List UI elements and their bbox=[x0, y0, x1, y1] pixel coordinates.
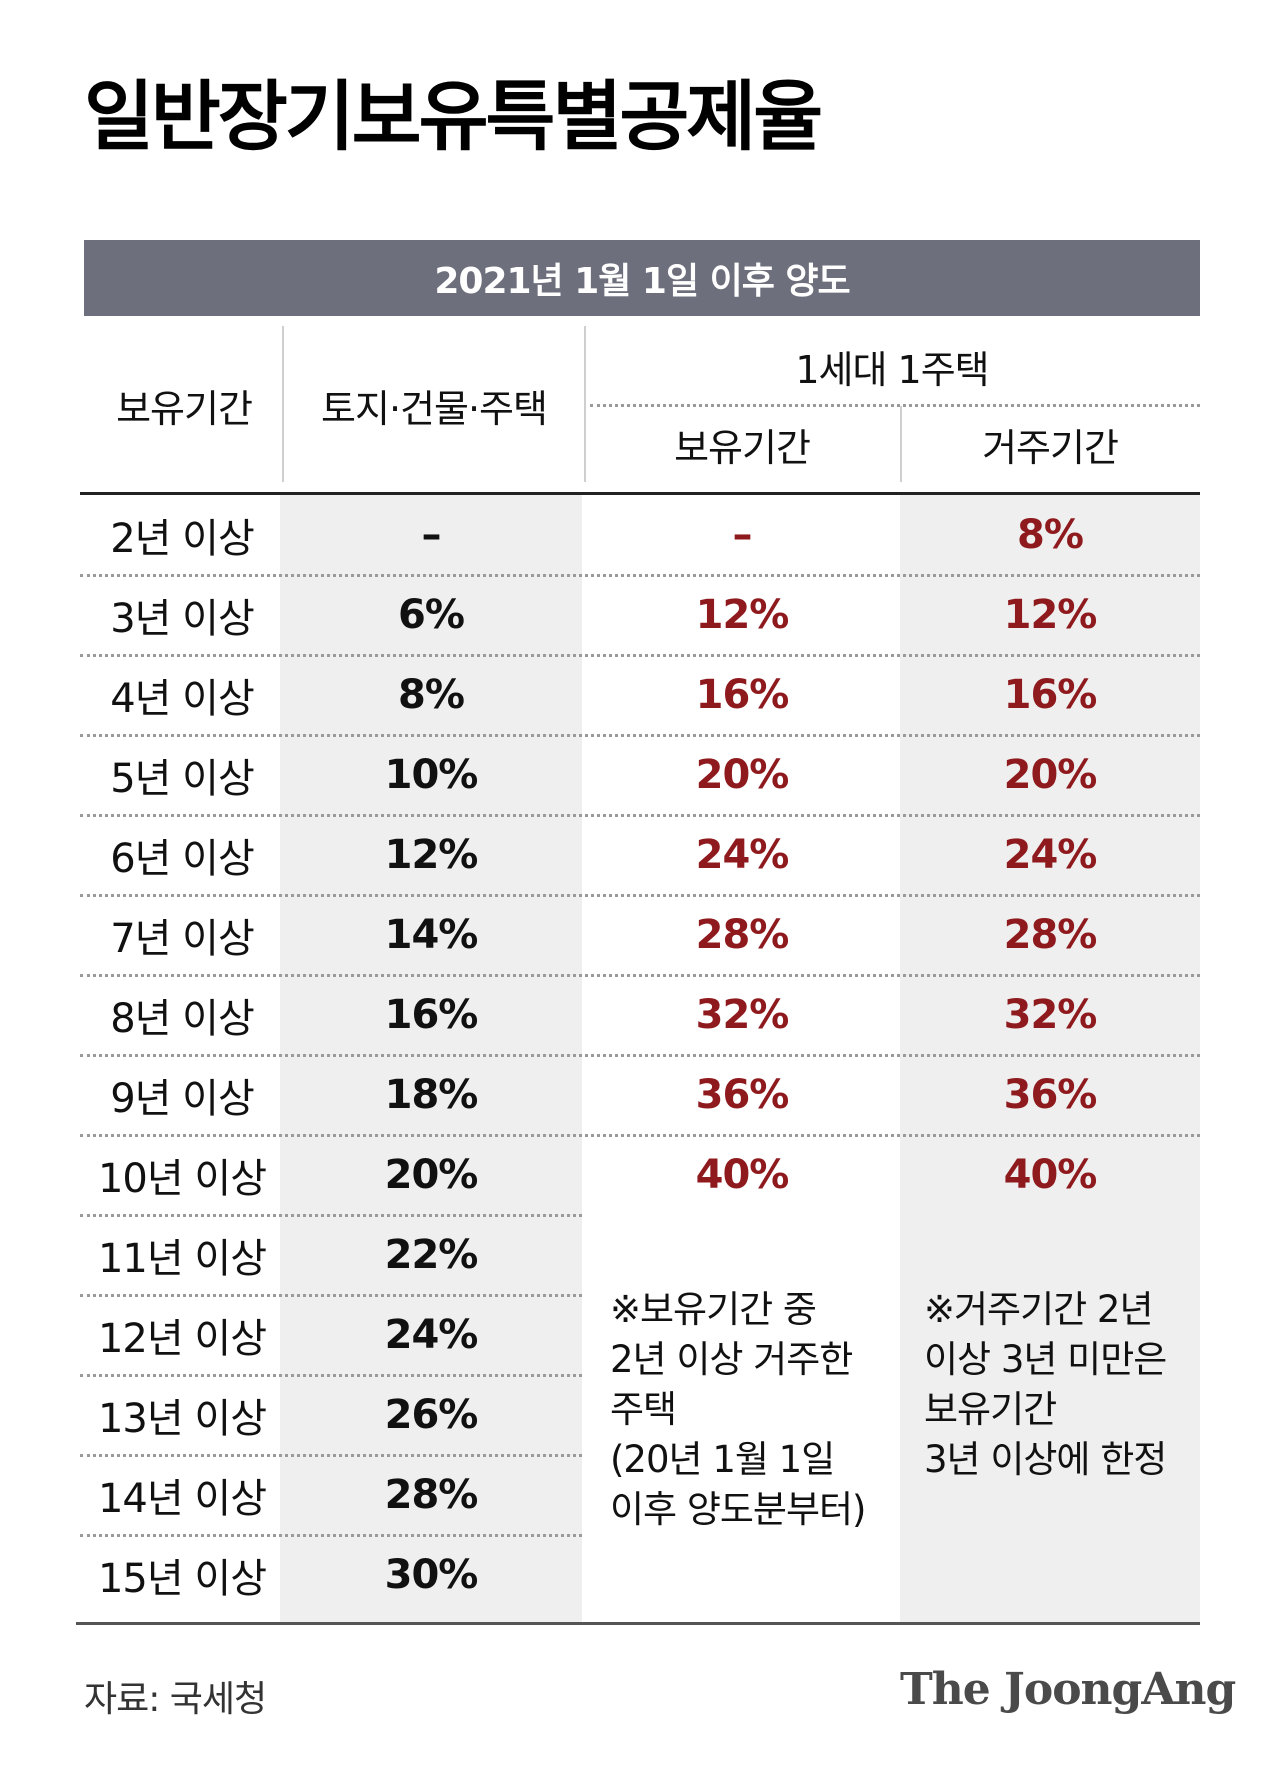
cell-land: 20% bbox=[384, 1152, 479, 1198]
publisher-logo: The JoongAng bbox=[900, 1664, 1236, 1715]
cell-residence: 24% bbox=[1003, 832, 1098, 878]
cell-land: 10% bbox=[384, 752, 479, 798]
cell-period: 8년 이상 bbox=[110, 996, 255, 1042]
cell-period: 11년 이상 bbox=[97, 1236, 267, 1282]
cell-land: 12% bbox=[384, 832, 479, 878]
cell-residence: 20% bbox=[1003, 752, 1098, 798]
page-title: 일반장기보유특별공제율 bbox=[84, 72, 823, 161]
row-divider bbox=[80, 894, 1200, 897]
header-divider bbox=[282, 326, 284, 482]
note-line: 이상 3년 미만은 bbox=[924, 1338, 1167, 1381]
cell-residence: 16% bbox=[1003, 672, 1098, 718]
row-divider bbox=[80, 654, 1200, 657]
row-divider bbox=[80, 814, 1200, 817]
cell-period: 13년 이상 bbox=[97, 1396, 267, 1442]
cell-period: 7년 이상 bbox=[110, 916, 255, 962]
note-line: 3년 이상에 한정 bbox=[924, 1438, 1167, 1481]
cell-land: 24% bbox=[384, 1312, 479, 1358]
residence-period-note: ※거주기간 2년 이상 3년 미만은 보유기간 3년 이상에 한정 bbox=[924, 1285, 1167, 1485]
note-line: 이후 양도분부터) bbox=[610, 1488, 866, 1531]
header-divider bbox=[584, 326, 586, 482]
note-line: 2년 이상 거주한 bbox=[610, 1338, 853, 1381]
cell-land: 26% bbox=[384, 1392, 479, 1438]
header-rule bbox=[80, 492, 1200, 495]
row-divider bbox=[80, 1134, 1200, 1137]
cell-land: – bbox=[421, 512, 442, 558]
cell-land: 28% bbox=[384, 1472, 479, 1518]
cell-period: 2년 이상 bbox=[110, 516, 255, 562]
holding-period-note: ※보유기간 중 2년 이상 거주한 주택 (20년 1월 1일 이후 양도분부터… bbox=[610, 1285, 866, 1535]
cell-period: 3년 이상 bbox=[110, 596, 255, 642]
note-line: ※보유기간 중 bbox=[610, 1288, 817, 1331]
cell-residence: 28% bbox=[1003, 912, 1098, 958]
cell-residence: 36% bbox=[1003, 1072, 1098, 1118]
cell-period: 4년 이상 bbox=[110, 676, 255, 722]
row-divider bbox=[80, 1054, 1200, 1057]
cell-holding: 20% bbox=[695, 752, 790, 798]
header-divider bbox=[900, 406, 902, 482]
cell-land: 30% bbox=[384, 1552, 479, 1598]
cell-holding: 16% bbox=[695, 672, 790, 718]
cell-period: 6년 이상 bbox=[110, 836, 255, 882]
note-line: (20년 1월 1일 bbox=[610, 1438, 835, 1481]
cell-holding: 36% bbox=[695, 1072, 790, 1118]
header-period: 보유기간 bbox=[116, 386, 253, 431]
cell-period: 12년 이상 bbox=[97, 1316, 267, 1362]
cell-land: 16% bbox=[384, 992, 479, 1038]
cell-land: 22% bbox=[384, 1232, 479, 1278]
row-divider bbox=[80, 1454, 582, 1457]
cell-holding: 12% bbox=[695, 592, 790, 638]
row-divider bbox=[80, 1534, 582, 1537]
cell-residence: 12% bbox=[1003, 592, 1098, 638]
cell-period: 14년 이상 bbox=[97, 1476, 267, 1522]
cell-residence: 40% bbox=[1003, 1152, 1098, 1198]
header-one-household-one-house: 1세대 1주택 bbox=[795, 347, 989, 392]
row-divider bbox=[80, 574, 1200, 577]
header-land-building-house: 토지·건물·주택 bbox=[321, 386, 548, 431]
cell-holding: 32% bbox=[695, 992, 790, 1038]
cell-residence: 32% bbox=[1003, 992, 1098, 1038]
row-divider bbox=[80, 1294, 582, 1297]
residence-column-background bbox=[900, 495, 1200, 1622]
cell-holding: 24% bbox=[695, 832, 790, 878]
cell-period: 10년 이상 bbox=[97, 1156, 267, 1202]
land-column-background bbox=[280, 495, 582, 1622]
cell-land: 14% bbox=[384, 912, 479, 958]
source-credit: 자료: 국세청 bbox=[84, 1679, 267, 1720]
cell-period: 9년 이상 bbox=[110, 1076, 255, 1122]
row-divider bbox=[80, 1374, 582, 1377]
row-divider bbox=[80, 734, 1200, 737]
row-divider bbox=[80, 974, 1200, 977]
cell-residence: 8% bbox=[1017, 512, 1084, 558]
cell-land: 8% bbox=[398, 672, 465, 718]
table-banner: 2021년 1월 1일 이후 양도 bbox=[84, 240, 1200, 316]
row-divider bbox=[80, 1214, 582, 1217]
note-line: 보유기간 bbox=[924, 1388, 1057, 1431]
header-holding-period: 보유기간 bbox=[674, 425, 811, 470]
cell-holding: 40% bbox=[695, 1152, 790, 1198]
note-line: 주택 bbox=[610, 1388, 677, 1431]
note-line: ※거주기간 2년 bbox=[924, 1288, 1154, 1331]
cell-land: 6% bbox=[398, 592, 465, 638]
header-residence-period: 거주기간 bbox=[982, 425, 1119, 470]
cell-land: 18% bbox=[384, 1072, 479, 1118]
cell-holding: – bbox=[732, 512, 753, 558]
cell-period: 15년 이상 bbox=[97, 1556, 267, 1602]
cell-period: 5년 이상 bbox=[110, 756, 255, 802]
cell-holding: 28% bbox=[695, 912, 790, 958]
header-dotted-divider bbox=[590, 404, 1200, 407]
table-bottom-rule bbox=[76, 1622, 1200, 1625]
